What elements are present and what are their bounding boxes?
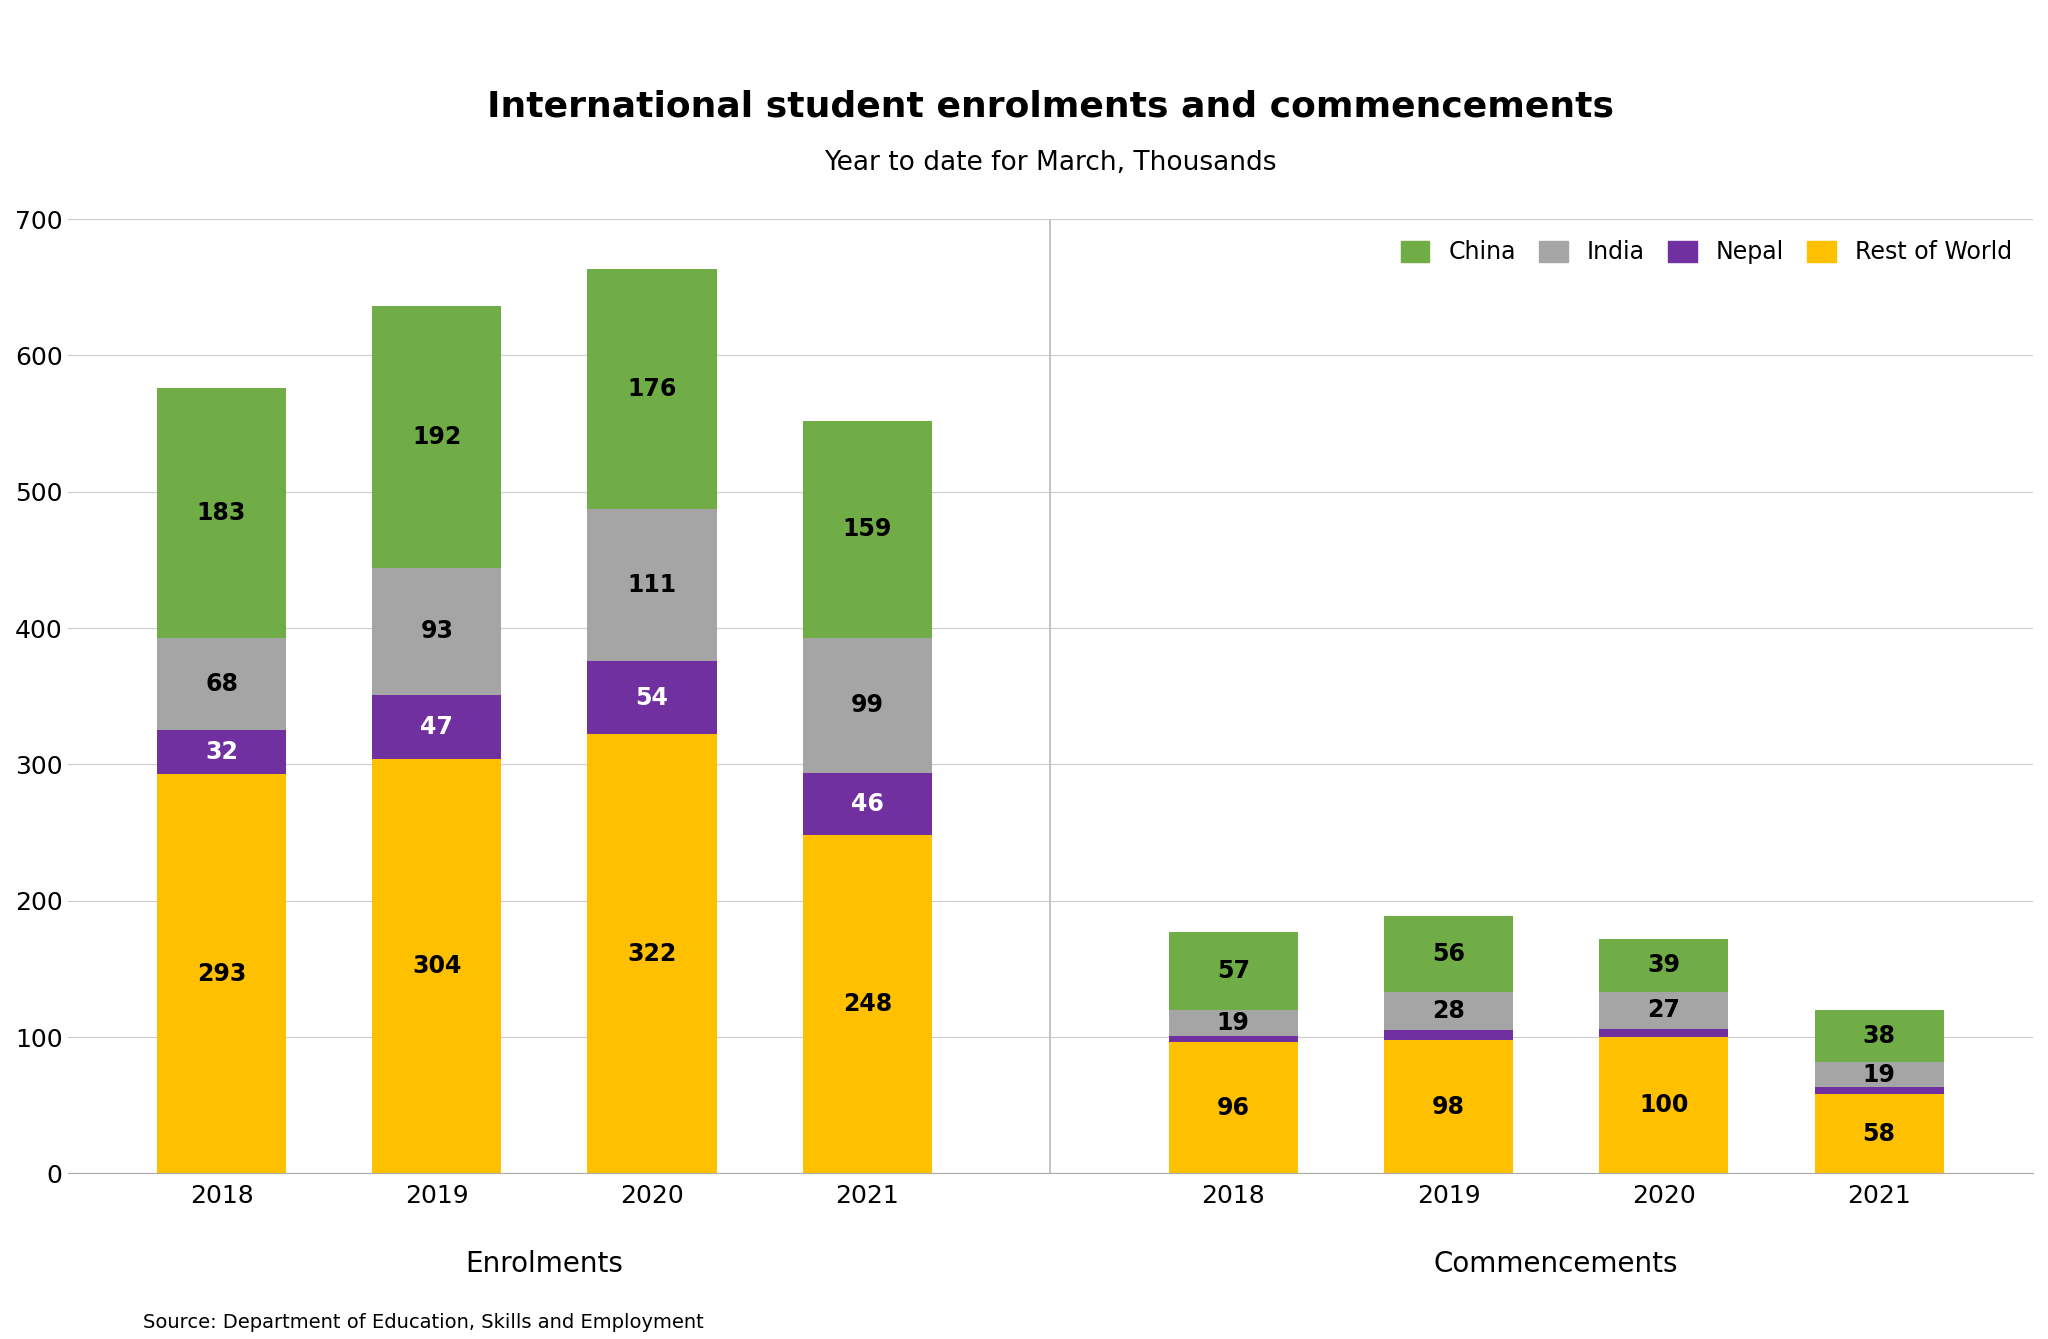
Text: 32: 32 bbox=[205, 740, 238, 765]
Bar bbox=[158, 774, 287, 1173]
Text: 38: 38 bbox=[1862, 1023, 1896, 1047]
Bar bbox=[1384, 1040, 1513, 1173]
Bar bbox=[803, 420, 932, 637]
Text: 47: 47 bbox=[420, 715, 453, 739]
Bar bbox=[1384, 992, 1513, 1030]
Bar bbox=[1169, 932, 1298, 1010]
Text: 27: 27 bbox=[1647, 999, 1679, 1023]
Text: 68: 68 bbox=[205, 672, 238, 696]
Bar bbox=[803, 836, 932, 1173]
Text: 58: 58 bbox=[1862, 1122, 1896, 1146]
Bar bbox=[1599, 992, 1729, 1028]
Legend: China, India, Nepal, Rest of World: China, India, Nepal, Rest of World bbox=[1393, 230, 2021, 273]
Text: Source: Department of Education, Skills and Employment: Source: Department of Education, Skills … bbox=[143, 1314, 705, 1332]
Text: 322: 322 bbox=[627, 941, 676, 965]
Text: 304: 304 bbox=[412, 955, 461, 977]
Text: 28: 28 bbox=[1432, 999, 1464, 1023]
Bar bbox=[1815, 1010, 1944, 1062]
Text: Enrolments: Enrolments bbox=[465, 1249, 623, 1277]
Text: Year to date for March, Thousands: Year to date for March, Thousands bbox=[823, 150, 1276, 177]
Bar bbox=[158, 388, 287, 637]
Text: 19: 19 bbox=[1217, 1011, 1249, 1035]
Bar bbox=[1599, 1036, 1729, 1173]
Bar bbox=[373, 695, 502, 759]
Bar bbox=[1169, 1035, 1298, 1043]
Text: 111: 111 bbox=[627, 573, 676, 597]
Text: 100: 100 bbox=[1638, 1093, 1688, 1117]
Bar bbox=[588, 734, 717, 1173]
Bar bbox=[373, 307, 502, 568]
Bar bbox=[588, 660, 717, 734]
Bar bbox=[373, 568, 502, 695]
Bar bbox=[158, 637, 287, 730]
Text: 93: 93 bbox=[420, 620, 453, 644]
Bar bbox=[1815, 1062, 1944, 1087]
Text: 39: 39 bbox=[1647, 953, 1679, 977]
Text: 19: 19 bbox=[1862, 1063, 1896, 1086]
Text: 98: 98 bbox=[1432, 1094, 1464, 1118]
Text: Commencements: Commencements bbox=[1434, 1249, 1679, 1277]
Bar bbox=[1815, 1087, 1944, 1094]
Bar bbox=[1815, 1094, 1944, 1173]
Bar bbox=[588, 509, 717, 660]
Text: 293: 293 bbox=[197, 961, 246, 986]
Text: 192: 192 bbox=[412, 426, 461, 449]
Bar bbox=[803, 773, 932, 836]
Bar bbox=[1599, 1028, 1729, 1036]
Text: 57: 57 bbox=[1217, 959, 1249, 983]
Bar bbox=[158, 730, 287, 774]
Bar bbox=[1384, 916, 1513, 992]
Bar bbox=[373, 759, 502, 1173]
Bar bbox=[1384, 1030, 1513, 1040]
Bar bbox=[1169, 1043, 1298, 1173]
Text: 99: 99 bbox=[850, 694, 885, 718]
Text: 54: 54 bbox=[635, 686, 668, 710]
Text: 183: 183 bbox=[197, 501, 246, 525]
Text: 96: 96 bbox=[1217, 1095, 1249, 1119]
Bar bbox=[1169, 1010, 1298, 1035]
Text: 176: 176 bbox=[627, 378, 676, 402]
Text: International student enrolments and commencements: International student enrolments and com… bbox=[487, 90, 1614, 123]
Bar bbox=[803, 637, 932, 773]
Text: 248: 248 bbox=[842, 992, 893, 1016]
Bar bbox=[1599, 939, 1729, 992]
Bar bbox=[588, 269, 717, 509]
Text: 56: 56 bbox=[1432, 941, 1464, 965]
Text: 159: 159 bbox=[842, 517, 893, 541]
Text: 46: 46 bbox=[850, 791, 885, 815]
